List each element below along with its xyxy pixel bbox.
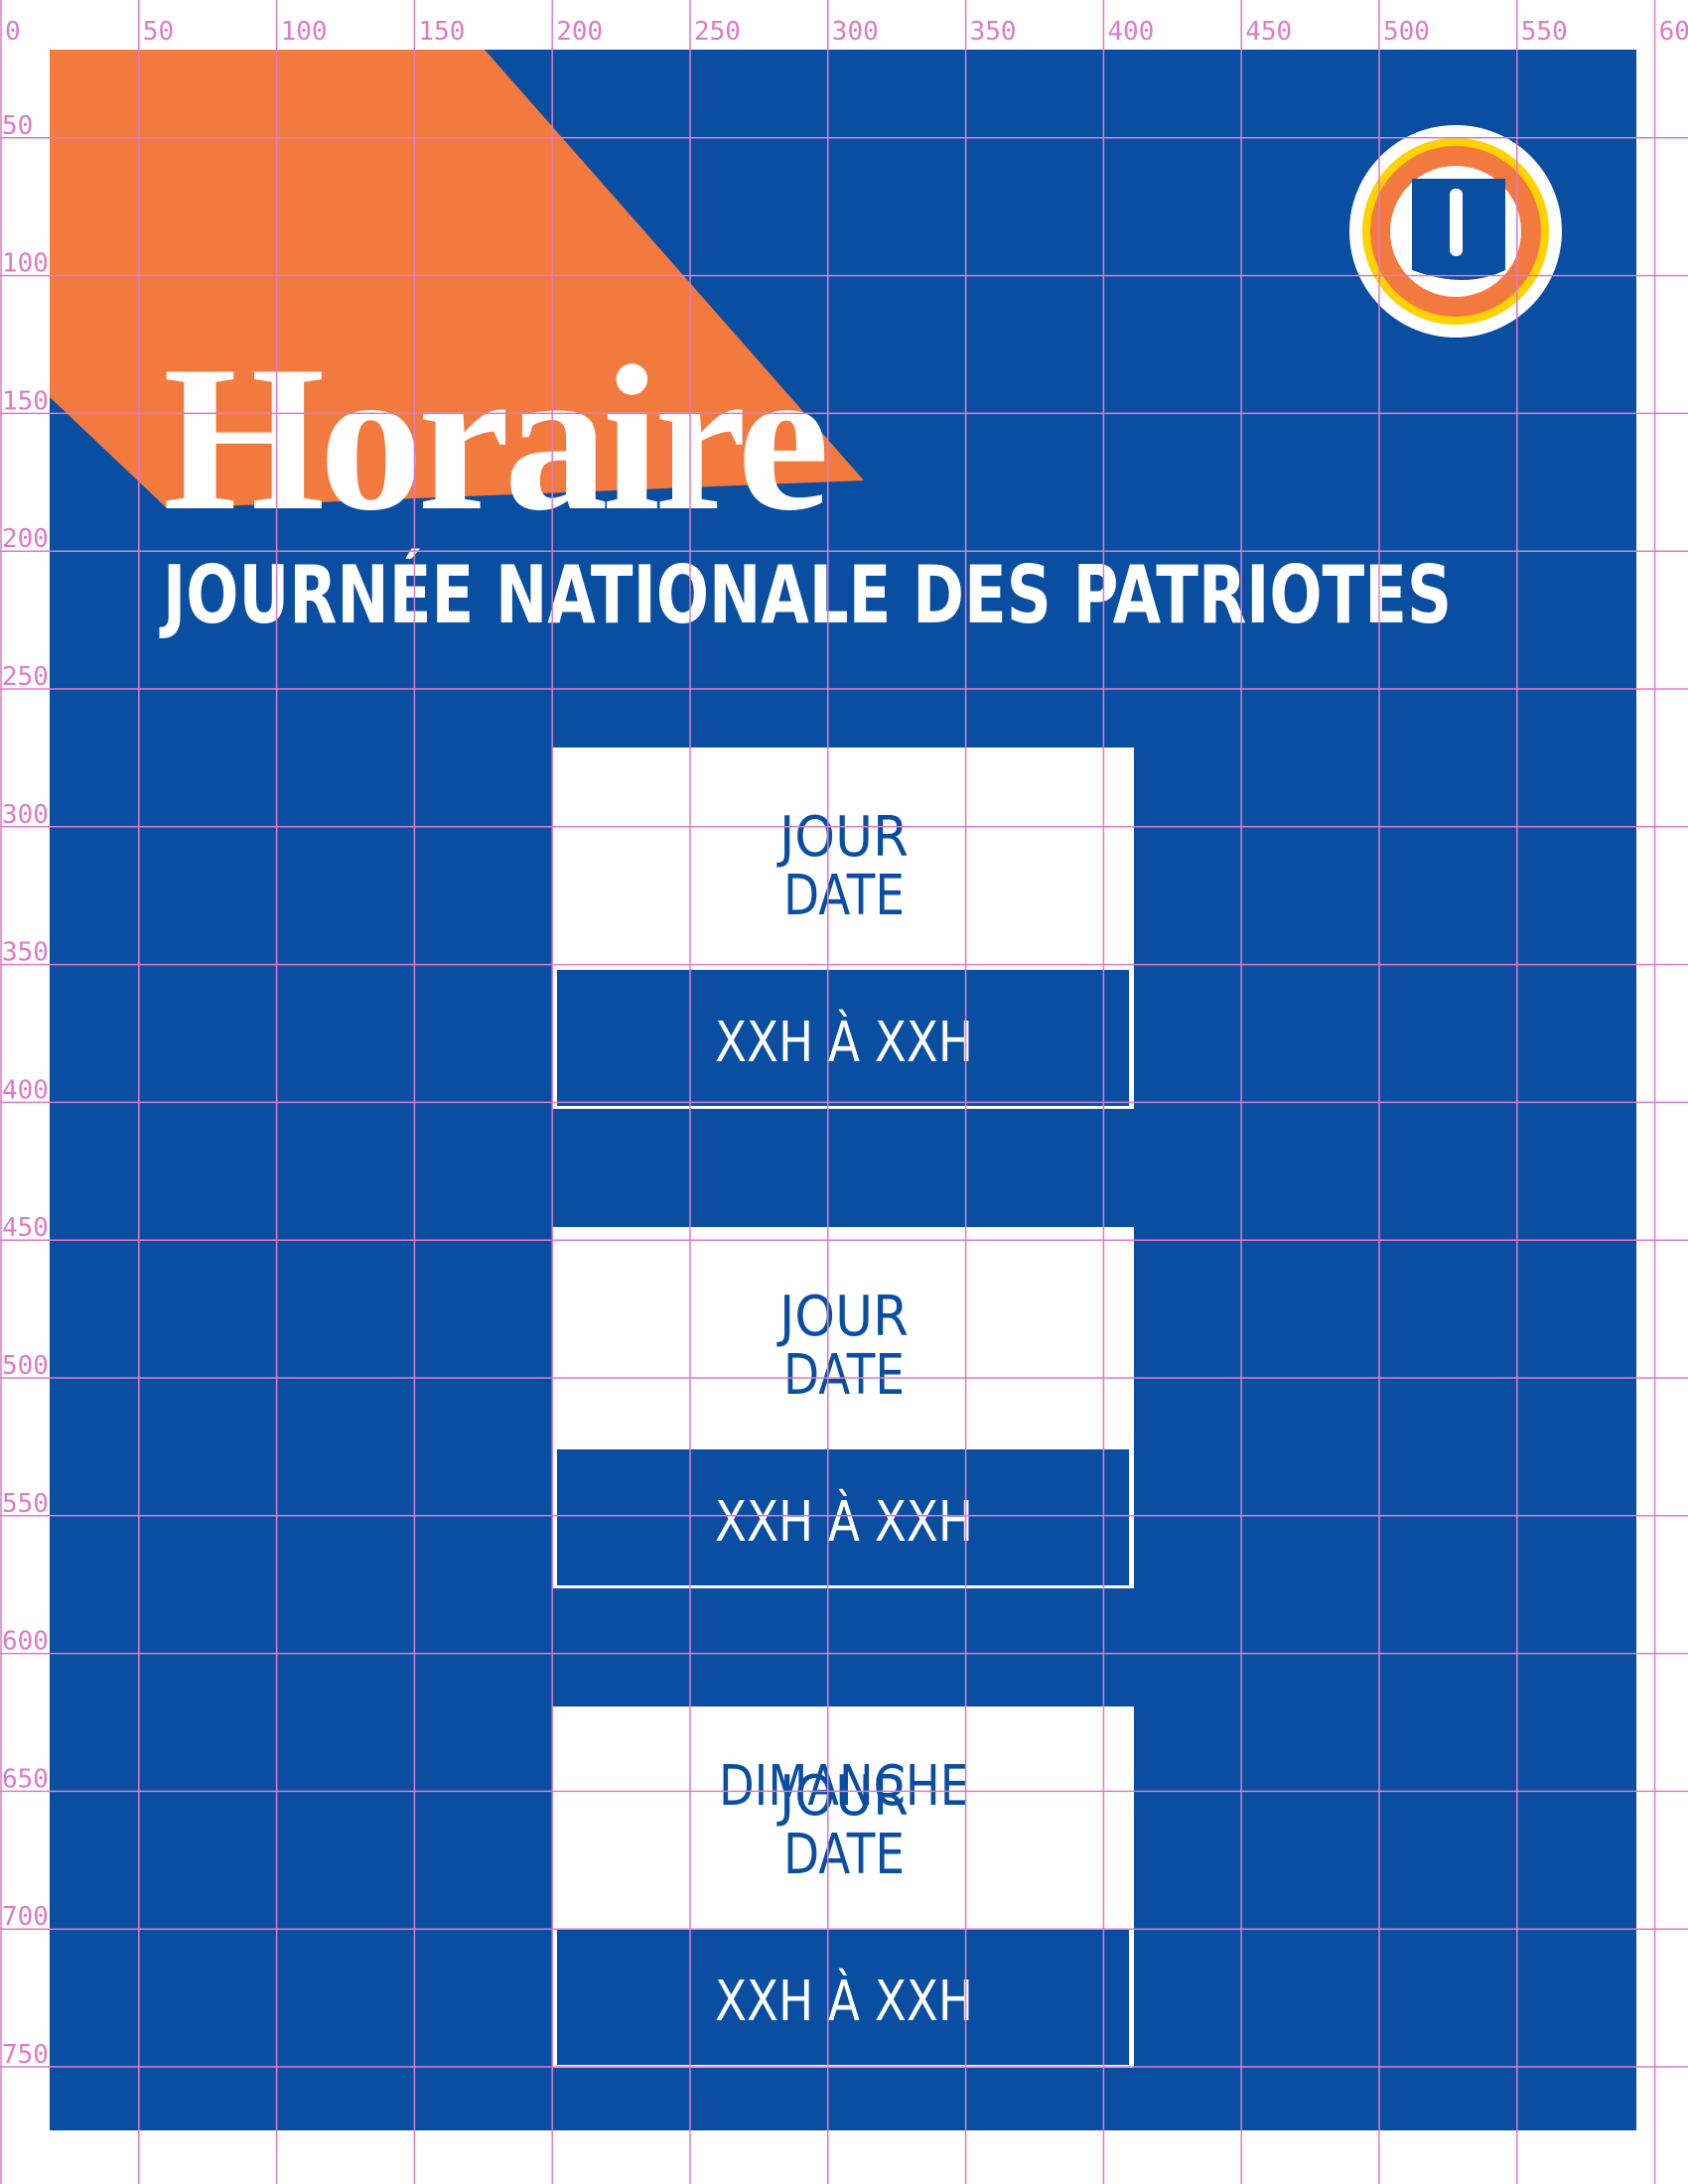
- day-label: JOUR: [776, 805, 909, 870]
- date-label: DATE: [783, 1823, 905, 1887]
- hours-box: [557, 970, 1129, 1106]
- ruler-label: 150: [418, 17, 465, 47]
- ruler-label: 300: [2, 800, 49, 830]
- ruler-label: 200: [556, 17, 603, 47]
- logo: [1349, 125, 1562, 338]
- ruler-label: 50: [2, 111, 33, 141]
- hours-label: XXH À XXH: [715, 1490, 973, 1555]
- ruler-label: 100: [2, 249, 49, 279]
- ruler-label: 550: [2, 1489, 49, 1519]
- ruler-label: 650: [2, 1764, 49, 1794]
- ruler-label: 250: [2, 662, 49, 692]
- date-label: DATE: [783, 1343, 905, 1408]
- ruler-label: 500: [1383, 17, 1430, 47]
- ruler-label: 100: [281, 17, 328, 47]
- ruler-label: 450: [1245, 17, 1292, 47]
- day-overlay: DIMANCHE: [719, 1754, 969, 1819]
- ruler-label: 0: [5, 17, 21, 47]
- day-label: JOUR: [776, 1764, 909, 1829]
- ruler-label: 300: [832, 17, 879, 47]
- ruler-label: 200: [2, 524, 49, 554]
- day-label: JOUR: [776, 1285, 909, 1349]
- hours-label: XXH À XXH: [715, 1011, 973, 1075]
- ruler-label: 600: [2, 1627, 49, 1657]
- ruler-label: 250: [694, 17, 741, 47]
- orange-band: [50, 50, 864, 508]
- ruler-label: 50: [143, 17, 174, 47]
- ruler-label: 750: [2, 2040, 49, 2070]
- hours-label: XXH À XXH: [715, 1970, 973, 2034]
- hours-box: [557, 1449, 1129, 1585]
- ruler-label: 350: [2, 938, 49, 968]
- ruler-label: 500: [2, 1351, 49, 1381]
- hours-box: [557, 1929, 1129, 2065]
- subtitle: JOURNÉE NATIONALE DES PATRIOTES: [159, 548, 1452, 641]
- ruler-label: 400: [1107, 17, 1154, 47]
- ruler-label: 700: [2, 1902, 49, 1932]
- ruler-label: 350: [970, 17, 1017, 47]
- ruler-label: 150: [2, 386, 49, 416]
- ruler-label: 550: [1521, 17, 1568, 47]
- title: Horaire: [163, 324, 824, 554]
- ruler-label: 450: [2, 1213, 49, 1243]
- date-label: DATE: [783, 864, 905, 928]
- ruler-label: 60: [1659, 17, 1688, 47]
- ruler-label: 400: [2, 1075, 49, 1105]
